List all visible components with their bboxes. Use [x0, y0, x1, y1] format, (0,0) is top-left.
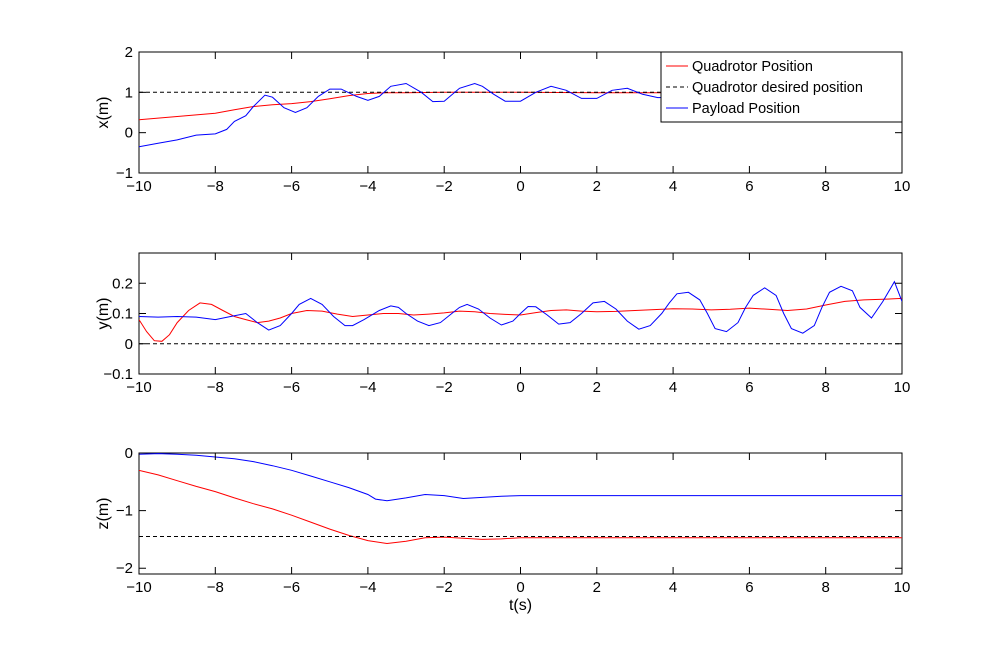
- x-tick-label: 10: [894, 579, 911, 596]
- y-axis-label: x(m): [95, 97, 112, 129]
- x-tick-label: 10: [894, 178, 911, 195]
- x-tick-label: 0: [516, 379, 524, 396]
- x-tick-label: −2: [436, 579, 453, 596]
- y-tick-label: 0.1: [112, 306, 133, 323]
- series-line-payload-position: [139, 280, 902, 334]
- x-tick-label: 4: [669, 178, 677, 195]
- y-tick-label: 0: [125, 125, 133, 142]
- x-tick-label: 6: [745, 379, 753, 396]
- x-tick-label: 10: [894, 379, 911, 396]
- x-tick-label: −6: [283, 178, 300, 195]
- series-line-payload-position: [139, 82, 685, 148]
- x-tick-label: 8: [822, 579, 830, 596]
- legend-entry: Payload Position: [692, 101, 800, 117]
- x-axis-label: t(s): [509, 597, 532, 614]
- y-tick-label: 0: [125, 445, 133, 462]
- y-tick-label: 0.2: [112, 275, 133, 292]
- axes-frame: [138, 452, 903, 575]
- legend: Quadrotor Position Quadrotor desired posi…: [660, 51, 903, 123]
- subplot-3: −10 −8 −6 −4 −2 0 2 4 6 8 10−2−10z(m)t(s): [95, 445, 910, 614]
- y-tick-label: 0: [125, 336, 133, 353]
- x-tick-label: 2: [593, 379, 601, 396]
- x-tick-label: 2: [593, 579, 601, 596]
- y-axis-label: z(m): [95, 498, 112, 530]
- series-line-quadrotor-position: [139, 469, 902, 545]
- x-tick-label: 8: [822, 178, 830, 195]
- series-line-quadrotor-position: [139, 297, 902, 342]
- x-tick-label: 2: [593, 178, 601, 195]
- x-tick-label: −8: [207, 579, 224, 596]
- y-tick-label: 2: [125, 44, 133, 61]
- y-axis-label: y(m): [95, 298, 112, 330]
- legend-entry: Quadrotor Position: [692, 59, 813, 75]
- x-tick-label: −10: [126, 178, 151, 195]
- plot-area: [139, 453, 902, 545]
- plot-area: [139, 280, 902, 345]
- y-tick-label: −1: [116, 503, 133, 520]
- y-tick-label: −2: [116, 560, 133, 577]
- y-tick-label: −0.1: [103, 366, 133, 383]
- x-tick-label: −4: [359, 379, 376, 396]
- x-tick-label: 8: [822, 379, 830, 396]
- x-tick-label: 6: [745, 178, 753, 195]
- x-tick-label: 4: [669, 379, 677, 396]
- x-tick-label: −4: [359, 579, 376, 596]
- x-tick-label: −2: [436, 178, 453, 195]
- x-tick-label: −8: [207, 178, 224, 195]
- y-tick-label: −1: [116, 165, 133, 182]
- subplot-2: −10 −8 −6 −4 −2 0 2 4 6 8 10 −0.1 0 0.1 0.2y(m): [95, 252, 911, 396]
- x-tick-label: −8: [207, 379, 224, 396]
- x-tick-label: 0: [516, 579, 524, 596]
- x-tick-label: −10: [126, 379, 151, 396]
- x-tick-label: −6: [283, 579, 300, 596]
- x-tick-label: −10: [126, 579, 151, 596]
- series-line-payload-position: [139, 453, 902, 502]
- x-tick-label: 0: [516, 178, 524, 195]
- series-line-quadrotor-position: [139, 91, 902, 121]
- legend-box: [660, 51, 903, 123]
- x-tick-label: −4: [359, 178, 376, 195]
- x-tick-label: −6: [283, 379, 300, 396]
- y-tick-label: 1: [125, 84, 133, 101]
- plot-area: [139, 82, 902, 148]
- x-tick-label: −2: [436, 379, 453, 396]
- legend-entry: Quadrotor desired position: [692, 80, 863, 96]
- x-tick-label: 4: [669, 579, 677, 596]
- x-tick-label: 6: [745, 579, 753, 596]
